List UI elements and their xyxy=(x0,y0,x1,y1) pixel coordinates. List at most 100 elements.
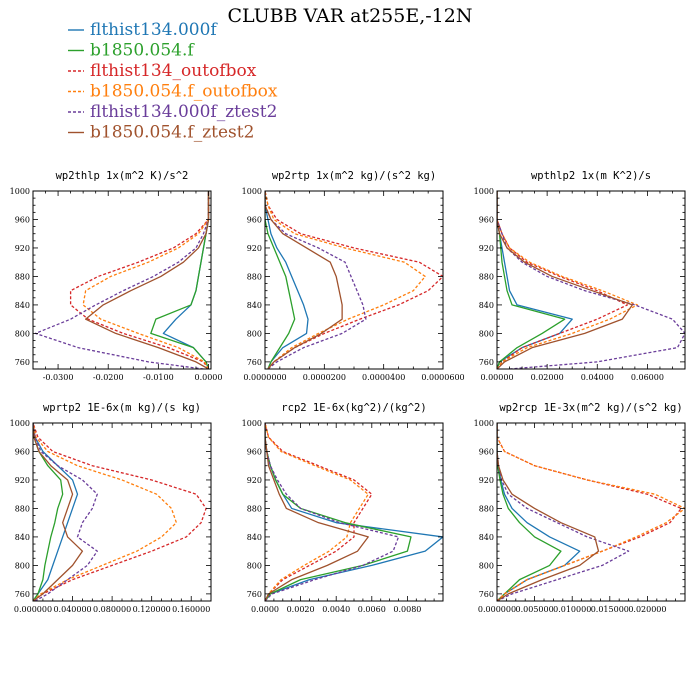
ytick-label-5-760: 760 xyxy=(479,590,494,599)
series-line-2-4 xyxy=(497,191,685,369)
legend-label-4: flthist134.000f_ztest2 xyxy=(90,102,277,122)
ytick-label-2-920: 920 xyxy=(479,244,494,253)
xtick-label-1-1: 0.0000200 xyxy=(303,373,346,382)
series-line-1-1 xyxy=(265,191,296,369)
xtick-label-1-3: 0.0000600 xyxy=(421,373,464,382)
ytick-label-2-840: 840 xyxy=(479,301,494,310)
xtick-label-3-4: 0.160000 xyxy=(172,605,210,614)
ytick-label-0-960: 960 xyxy=(15,215,30,224)
series-group-1 xyxy=(265,191,443,369)
series-line-5-1 xyxy=(497,423,562,601)
xtick-label-0-0: -0.0300 xyxy=(43,373,74,382)
ytick-label-3-920: 920 xyxy=(15,476,30,485)
series-line-1-3 xyxy=(265,191,426,369)
panel-title-3: wprtp2 1E-6x(m kg)/(s kg) xyxy=(43,402,201,414)
series-group-5 xyxy=(497,423,685,601)
series-group-3 xyxy=(33,423,207,601)
xtick-label-1-0: 0.0000000 xyxy=(243,373,286,382)
ytick-label-1-920: 920 xyxy=(247,244,262,253)
series-line-0-4 xyxy=(34,191,210,369)
series-line-4-3 xyxy=(265,423,369,601)
series-line-3-3 xyxy=(33,423,178,601)
series-line-4-0 xyxy=(265,423,443,601)
ytick-label-1-880: 880 xyxy=(247,272,262,281)
ytick-label-1-1000: 1000 xyxy=(242,187,262,196)
series-group-4 xyxy=(265,423,443,601)
series-line-0-3 xyxy=(82,191,210,369)
panel-frame-2 xyxy=(496,190,686,370)
series-line-3-0 xyxy=(33,423,79,601)
ytick-label-2-880: 880 xyxy=(479,272,494,281)
ytick-label-1-840: 840 xyxy=(247,301,262,310)
series-line-4-1 xyxy=(265,423,412,601)
xtick-label-0-3: 0.0000 xyxy=(194,373,222,382)
ytick-label-3-1000: 1000 xyxy=(10,419,30,428)
series-line-4-2 xyxy=(265,423,373,601)
ytick-label-4-800: 800 xyxy=(247,561,262,570)
legend-label-5: b1850.054.f_ztest2 xyxy=(90,123,254,143)
panel-4: rcp2 1E-6x(kg^2)/(kg^2) 760 800 840 880 920 96… xyxy=(242,402,444,614)
xtick-label-0-1: -0.0200 xyxy=(93,373,124,382)
xtick-label-4-2: 0.0040 xyxy=(322,605,350,614)
ytick-label-0-840: 840 xyxy=(15,301,30,310)
ytick-label-0-760: 760 xyxy=(15,358,30,367)
series-group-0 xyxy=(34,191,210,369)
ytick-label-5-880: 880 xyxy=(479,504,494,513)
ytick-label-2-800: 800 xyxy=(479,329,494,338)
series-line-0-1 xyxy=(150,191,210,369)
xtick-label-4-0: 0.0000 xyxy=(251,605,279,614)
series-line-2-3 xyxy=(497,191,639,369)
ytick-label-0-880: 880 xyxy=(15,272,30,281)
series-line-3-4 xyxy=(33,423,98,601)
xtick-label-3-3: 0.120000 xyxy=(133,605,171,614)
ytick-label-1-960: 960 xyxy=(247,215,262,224)
series-line-5-2 xyxy=(497,423,682,601)
series-line-0-0 xyxy=(162,191,210,369)
xtick-label-2-2: 0.04000 xyxy=(581,373,614,382)
series-line-3-2 xyxy=(33,423,207,601)
series-line-3-1 xyxy=(33,423,64,601)
xtick-label-4-3: 0.0060 xyxy=(358,605,386,614)
ytick-label-2-960: 960 xyxy=(479,215,494,224)
xtick-label-5-3: 0.015000 xyxy=(591,605,629,614)
panel-3: wprtp2 1E-6x(m kg)/(s kg) 760 800 840 880 920… xyxy=(10,402,212,614)
panel-1: wp2rtp 1x(m^2 kg)/(s^2 kg) 760 800 840 880 92… xyxy=(242,170,465,382)
ytick-label-2-1000: 1000 xyxy=(474,187,494,196)
ytick-label-3-880: 880 xyxy=(15,504,30,513)
xtick-label-5-2: 0.010000 xyxy=(553,605,591,614)
ytick-label-5-1000: 1000 xyxy=(474,419,494,428)
series-line-4-4 xyxy=(265,423,400,601)
xtick-label-5-4: 0.020000 xyxy=(628,605,666,614)
legend: flthist134.000fb1850.054.fflthist134_out… xyxy=(68,20,278,143)
xtick-label-2-1: 0.02000 xyxy=(531,373,564,382)
figure-title: CLUBB VAR at255E,-12N xyxy=(228,5,473,27)
legend-label-3: b1850.054.f_outofbox xyxy=(90,82,278,102)
legend-label-0: flthist134.000f xyxy=(90,20,218,40)
ytick-label-4-1000: 1000 xyxy=(242,419,262,428)
xtick-label-5-1: 0.005000 xyxy=(516,605,554,614)
ytick-label-3-960: 960 xyxy=(15,447,30,456)
ytick-label-4-960: 960 xyxy=(247,447,262,456)
panel-title-1: wp2rtp 1x(m^2 kg)/(s^2 kg) xyxy=(272,170,436,182)
xtick-label-4-4: 0.0080 xyxy=(393,605,421,614)
panel-0: wp2thlp 1x(m^2 K)/s^2 760 800 840 880 920 960 1… xyxy=(10,170,223,382)
ytick-label-1-800: 800 xyxy=(247,329,262,338)
series-line-1-5 xyxy=(265,191,343,369)
series-line-2-5 xyxy=(497,191,634,369)
panels: wp2thlp 1x(m^2 K)/s^2 760 800 840 880 920 960 1… xyxy=(10,170,686,614)
ytick-label-3-800: 800 xyxy=(15,561,30,570)
panel-title-2: wpthlp2 1x(m K^2)/s xyxy=(531,170,651,182)
ytick-label-5-840: 840 xyxy=(479,533,494,542)
xtick-label-5-0: 0.000000 xyxy=(478,605,516,614)
xtick-label-2-3: 0.06000 xyxy=(631,373,664,382)
ytick-label-2-760: 760 xyxy=(479,358,494,367)
series-line-4-5 xyxy=(265,423,369,601)
panel-title-5: wp2rcp 1E-3x(m^2 kg)/(s^2 kg) xyxy=(499,402,682,414)
ytick-label-0-1000: 1000 xyxy=(10,187,30,196)
series-line-1-4 xyxy=(265,191,367,369)
xtick-label-0-2: -0.0100 xyxy=(143,373,174,382)
series-line-5-0 xyxy=(497,423,581,601)
series-group-2 xyxy=(497,191,685,369)
ytick-label-0-920: 920 xyxy=(15,244,30,253)
ytick-label-3-760: 760 xyxy=(15,590,30,599)
